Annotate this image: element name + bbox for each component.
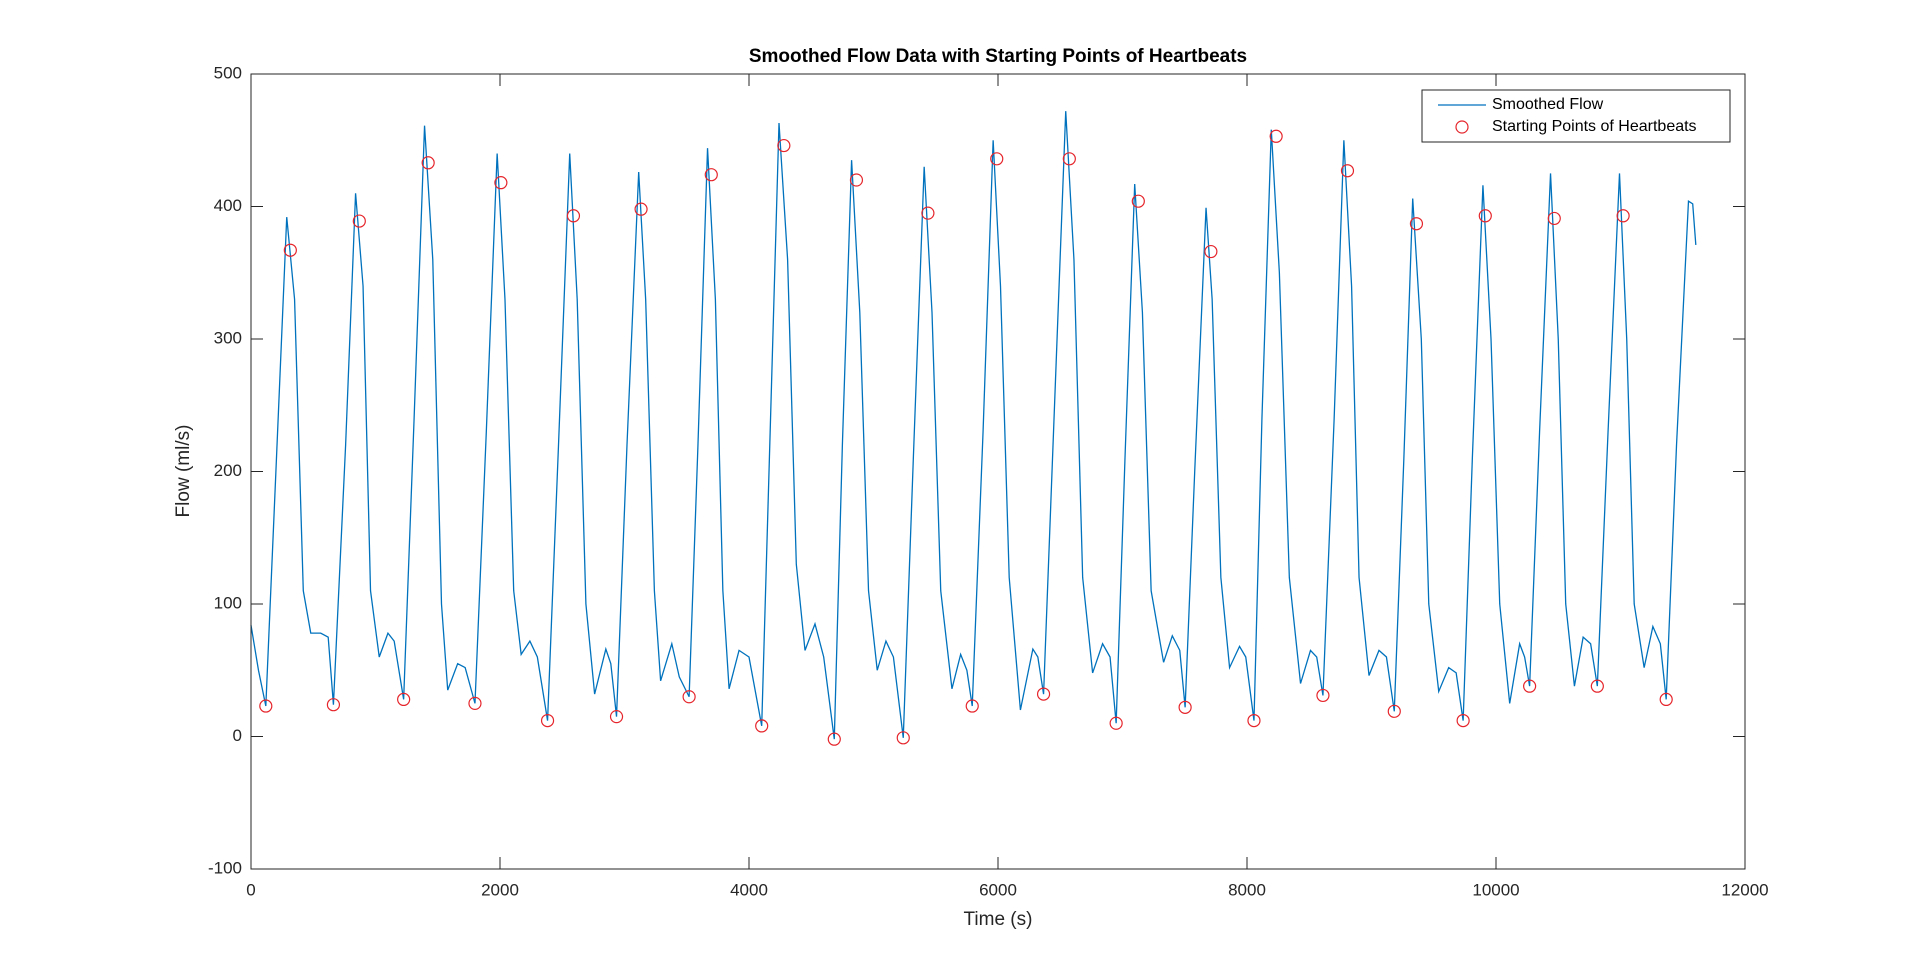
y-tick-label: 300: [214, 328, 242, 347]
heartbeat-marker: [259, 699, 273, 713]
heartbeat-marker: [494, 176, 508, 190]
heartbeat-marker: [1340, 164, 1355, 178]
x-tick-label: 12000: [1721, 880, 1768, 899]
heartbeat-marker: [1547, 211, 1561, 226]
heartbeat-marker: [352, 214, 366, 228]
heartbeat-marker: [326, 698, 341, 712]
heartbeat-marker: [1036, 687, 1051, 701]
heartbeat-marker: [566, 209, 581, 223]
heartbeat-marker: [1659, 692, 1673, 707]
heartbeat-marker: [1590, 679, 1604, 693]
heartbeat-marker: [827, 732, 841, 746]
x-axis-label: Time (s): [964, 909, 1033, 930]
heartbeat-marker: [921, 206, 935, 220]
heartbeat-marker: [1247, 713, 1261, 728]
legend-swatch: [1455, 120, 1469, 134]
heartbeat-marker: [1269, 129, 1283, 143]
heartbeat-marker: [682, 690, 696, 704]
heartbeat-marker: [1109, 716, 1123, 730]
y-tick-label: 500: [214, 63, 242, 82]
heartbeat-marker: [1062, 152, 1076, 166]
heartbeat-marker: [468, 696, 482, 710]
y-tick-label: 100: [214, 593, 242, 612]
flow-line: [250, 111, 1697, 740]
heartbeat-marker: [397, 692, 411, 707]
heartbeat-marker: [1616, 209, 1630, 223]
x-tick-label: 8000: [1228, 880, 1266, 899]
plot-frame: [250, 73, 1746, 870]
heartbeat-marker: [1387, 704, 1401, 718]
x-tick-label: 10000: [1472, 880, 1519, 899]
heartbeat-marker: [1131, 194, 1145, 208]
y-tick-label: 400: [214, 196, 242, 215]
y-tick-label: 200: [214, 461, 242, 480]
heartbeat-marker: [849, 173, 864, 187]
chart-title: Smoothed Flow Data with Starting Points …: [749, 46, 1247, 67]
heartbeat-marker: [1316, 688, 1330, 703]
heartbeat-marker: [704, 168, 718, 182]
heartbeat-marker: [1456, 713, 1470, 728]
heartbeat-marker: [1478, 209, 1492, 223]
heartbeat-marker: [1204, 244, 1218, 259]
y-tick-label: -100: [208, 858, 242, 877]
x-tick-label: 6000: [979, 880, 1017, 899]
heartbeat-marker: [540, 713, 555, 728]
heartbeat-marker: [421, 156, 435, 170]
heartbeat-marker: [965, 699, 979, 713]
heartbeat-marker: [609, 710, 624, 724]
heartbeat-marker: [896, 731, 910, 745]
legend: Smoothed Flow Starting Points of Heartbea…: [1421, 89, 1731, 143]
heartbeat-marker: [1178, 700, 1192, 714]
x-tick-label: 2000: [481, 880, 519, 899]
heartbeat-marker: [755, 719, 769, 733]
y-axis-label: Flow (ml/s): [173, 425, 194, 518]
x-tick-label: 0: [246, 880, 255, 899]
heartbeat-marker: [1409, 217, 1424, 231]
legend-box: [1421, 89, 1731, 143]
legend-label: Starting Points of Heartbeats: [1492, 118, 1697, 135]
heartbeat-marker: [283, 243, 297, 257]
y-tick-label: 0: [233, 726, 242, 745]
heartbeat-marker: [777, 138, 791, 153]
legend-label: Smoothed Flow: [1492, 96, 1604, 113]
x-tick-label: 4000: [730, 880, 768, 899]
heartbeat-marker: [990, 152, 1004, 166]
heartbeat-marker: [634, 202, 648, 216]
heartbeat-marker: [1523, 679, 1537, 693]
